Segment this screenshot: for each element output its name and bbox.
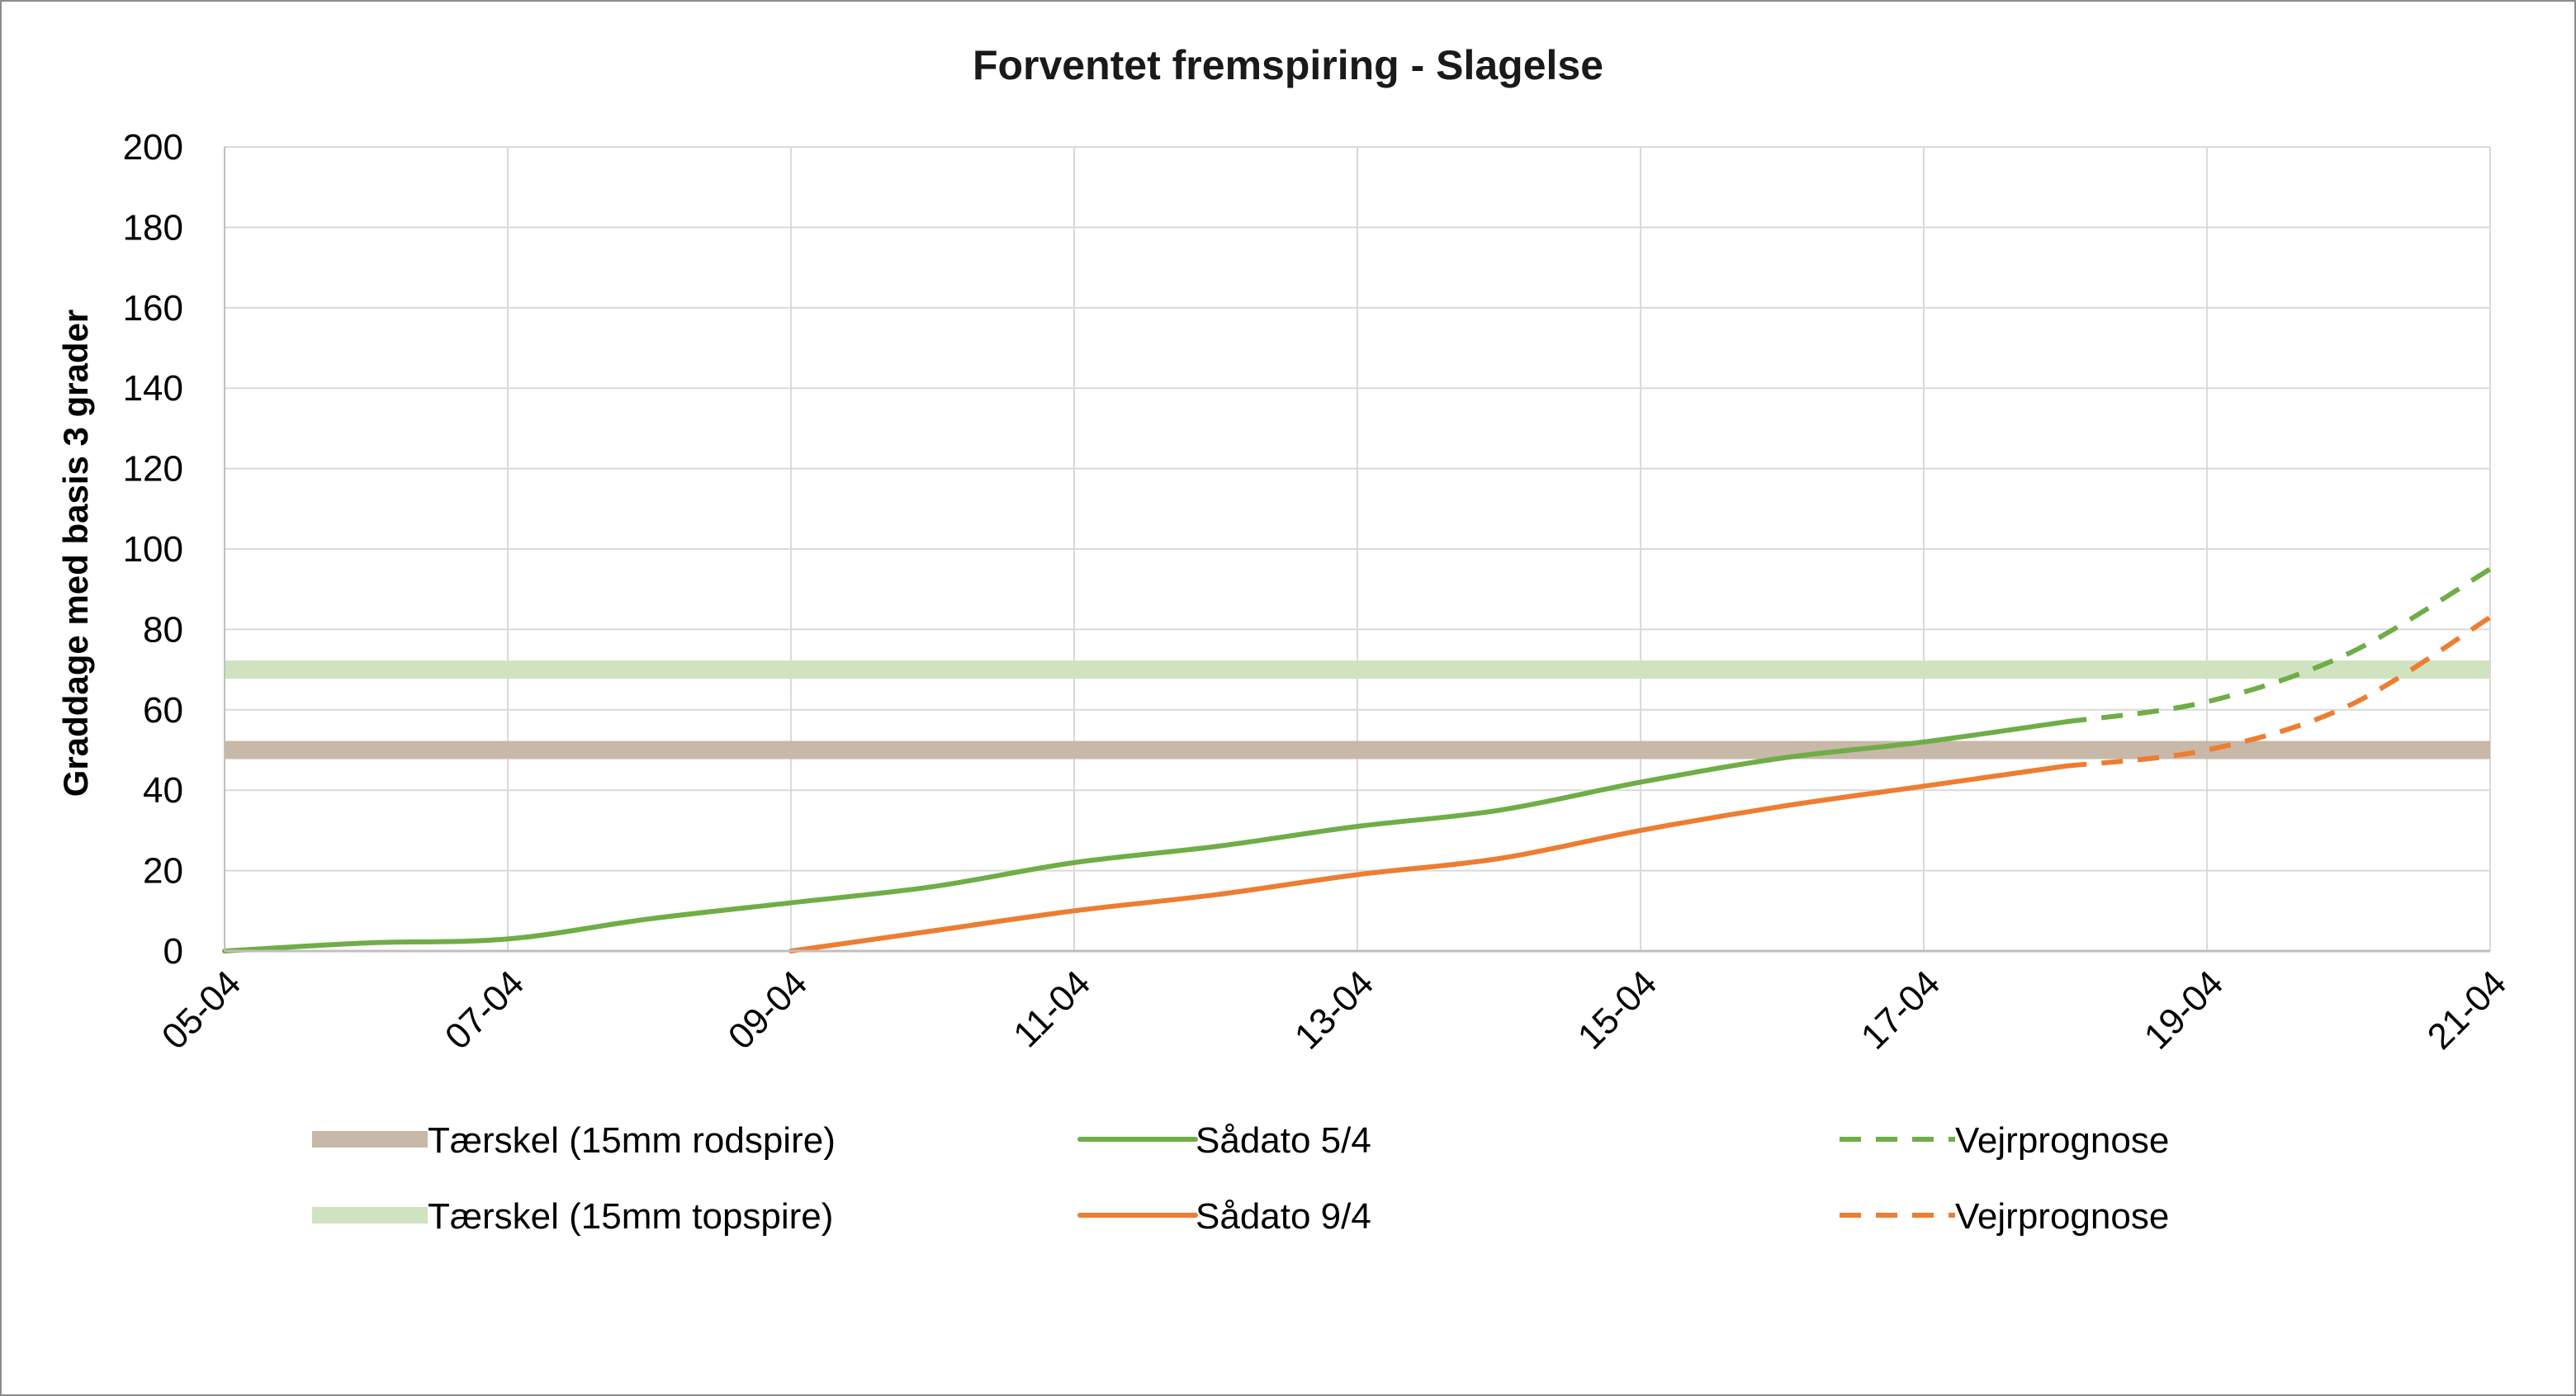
series-layer (222, 566, 2492, 954)
series-line-5 (2065, 615, 2492, 769)
tick-layer: 0 20 40 60 80 100 120 140 160 180 200 05-04 07-04 09-… (123, 127, 2514, 1058)
legend-label: Vejrprognose (1955, 1196, 2169, 1237)
y-tick-label: 180 (123, 207, 183, 248)
y-tick-label: 80 (143, 609, 183, 650)
chart-title: Forventet fremspiring - Slagelse (973, 42, 1603, 88)
legend-item: Tærskel (15mm rodspire) (312, 1120, 836, 1161)
y-tick-label: 200 (123, 127, 183, 168)
x-tick-label: 15-04 (1570, 963, 1664, 1057)
series-line-3 (2065, 566, 2492, 725)
legend-item: Sådato 5/4 (1077, 1120, 1371, 1161)
legend-label: Sådato 5/4 (1196, 1120, 1371, 1161)
x-tick-label: 11-04 (1006, 963, 1098, 1055)
y-tick-label: 160 (123, 288, 183, 329)
y-tick-label: 120 (123, 449, 183, 490)
legend-label: Tærskel (15mm topspire) (428, 1196, 833, 1237)
y-tick-label: 100 (123, 529, 183, 570)
legend-label: Sådato 9/4 (1196, 1196, 1371, 1237)
y-tick-label: 40 (143, 770, 183, 811)
series-line-4 (788, 763, 2068, 954)
x-tick-label: 19-04 (2137, 963, 2231, 1057)
legend-item: Tærskel (15mm topspire) (312, 1196, 833, 1237)
series-line-2 (222, 719, 2068, 954)
legend-item: Sådato 9/4 (1077, 1196, 1371, 1237)
y-tick-label: 0 (163, 931, 183, 972)
legend-item: Vejrprognose (1840, 1120, 2169, 1161)
legend-label: Vejrprognose (1955, 1120, 2169, 1161)
legend: Tærskel (15mm rodspire) Sådato 5/4 Vejrpro… (312, 1120, 2169, 1237)
y-tick-label: 140 (123, 368, 183, 409)
legend-item: Vejrprognose (1840, 1196, 2169, 1237)
x-tick-label: 21-04 (2420, 963, 2514, 1057)
x-tick-label: 17-04 (1854, 963, 1948, 1057)
x-tick-label: 13-04 (1287, 963, 1381, 1057)
y-axis-label: Graddage med basis 3 grader (56, 310, 95, 797)
x-tick-label: 09-04 (721, 963, 815, 1057)
x-tick-label: 05-04 (154, 963, 249, 1057)
legend-label: Tærskel (15mm rodspire) (428, 1120, 836, 1161)
y-tick-label: 20 (143, 851, 183, 892)
grid-layer (224, 146, 2491, 951)
axis-layer (224, 147, 2490, 953)
y-tick-label: 60 (143, 690, 183, 731)
x-tick-label: 07-04 (438, 963, 532, 1057)
